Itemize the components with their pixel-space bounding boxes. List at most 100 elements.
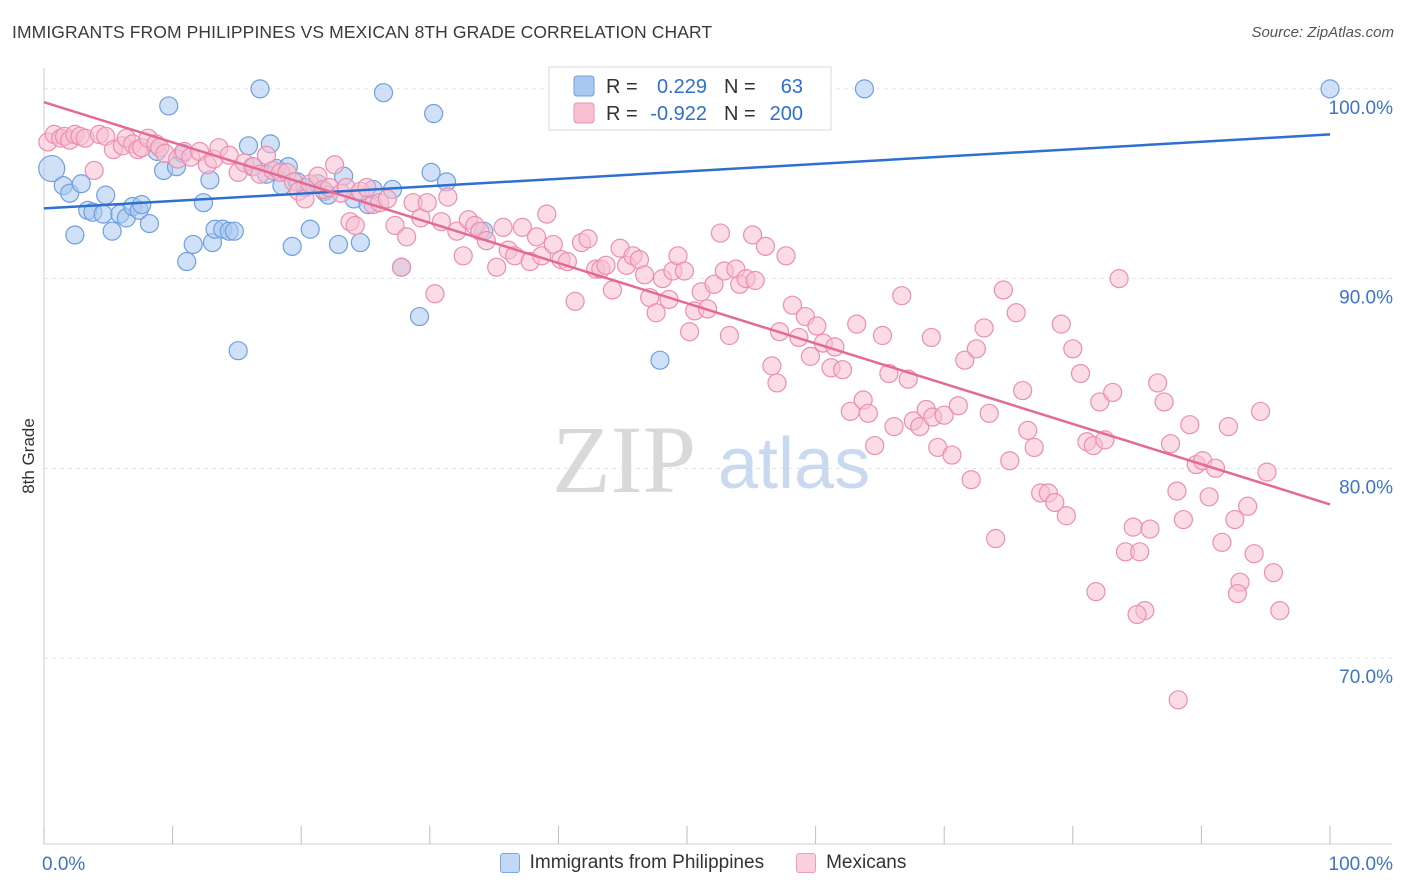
legend-r-value-philippines: 0.229 — [657, 76, 707, 98]
point-mexicans — [679, 322, 700, 342]
point-mexicans — [1045, 492, 1065, 513]
point-mexicans — [487, 257, 507, 277]
point-mexicans — [1123, 517, 1143, 537]
chart-title: IMMIGRANTS FROM PHILIPPINES VS MEXICAN 8… — [12, 22, 713, 42]
point-philippines — [96, 185, 116, 205]
x-tick-label-max: 100.0% — [1329, 854, 1394, 875]
point-mexicans — [1257, 462, 1277, 482]
point-philippines — [350, 232, 370, 253]
point-mexicans — [1212, 532, 1232, 552]
point-mexicans — [872, 325, 893, 346]
point-mexicans — [1218, 416, 1239, 437]
watermark-zip: ZIP — [552, 406, 696, 513]
legend-swatch-mexicans — [573, 102, 595, 124]
point-mexicans — [847, 314, 867, 334]
point-mexicans — [512, 217, 532, 237]
legend-n-label-philippines: N = — [724, 76, 756, 98]
point-mexicans — [345, 215, 365, 236]
point-philippines — [183, 234, 203, 255]
y-axis-title: 8th Grade — [19, 418, 38, 494]
point-mexicans — [966, 339, 986, 359]
y-tick-label: 100.0% — [1329, 98, 1394, 119]
legend-label-mexicans: Mexicans — [826, 852, 907, 873]
point-mexicans — [767, 373, 787, 393]
point-mexicans — [833, 360, 853, 380]
point-philippines — [102, 221, 122, 241]
legend-n-label-mexicans: N = — [724, 103, 756, 125]
point-philippines — [193, 193, 214, 213]
point-mexicans — [1167, 481, 1187, 501]
legend-r-label-philippines: R = — [606, 76, 638, 98]
point-mexicans — [755, 236, 776, 256]
legend-r-value-mexicans: -0.922 — [650, 103, 707, 125]
point-mexicans — [526, 227, 547, 247]
point-mexicans — [1263, 563, 1284, 583]
point-mexicans — [543, 234, 563, 255]
point-mexicans — [719, 325, 740, 346]
point-mexicans — [1250, 401, 1271, 422]
legend-item-philippines: Immigrants from Philippines — [499, 852, 765, 874]
point-mexicans — [397, 227, 417, 247]
point-philippines — [159, 96, 179, 116]
y-tick-label: 70.0% — [1339, 667, 1393, 688]
point-philippines — [1320, 79, 1340, 99]
point-mexicans — [776, 246, 796, 266]
point-mexicans — [1173, 509, 1193, 530]
point-mexicans — [934, 405, 954, 425]
point-mexicans — [377, 189, 397, 209]
point-mexicans — [910, 416, 930, 437]
point-philippines — [650, 350, 670, 370]
point-philippines — [421, 162, 441, 182]
point-mexicans — [438, 187, 458, 207]
point-mexicans — [1109, 269, 1129, 289]
point-mexicans — [955, 350, 975, 370]
legend-swatch-bottom-philippines — [499, 853, 520, 873]
point-mexicans — [782, 295, 803, 315]
point-mexicans — [417, 193, 437, 213]
point-mexicans — [986, 528, 1006, 549]
point-mexicans — [1000, 451, 1020, 471]
point-mexicans — [1154, 392, 1174, 412]
point-mexicans — [1018, 420, 1038, 440]
point-mexicans — [646, 303, 666, 323]
point-mexicans — [1160, 434, 1181, 454]
point-mexicans — [1130, 542, 1150, 562]
point-mexicans — [1070, 363, 1091, 384]
point-mexicans — [357, 177, 377, 198]
point-mexicans — [1140, 519, 1160, 539]
point-philippines — [328, 234, 349, 255]
point-mexicans — [1006, 303, 1026, 323]
point-mexicans — [745, 270, 765, 291]
point-mexicans — [674, 261, 695, 281]
point-mexicans — [602, 280, 623, 300]
watermark: ZIP atlas — [552, 406, 870, 513]
point-mexicans — [425, 284, 445, 304]
y-tick-labels: 70.0% 80.0% 90.0% 100.0% — [1329, 98, 1394, 688]
legend-r-label-mexicans: R = — [606, 103, 638, 125]
point-mexicans — [948, 396, 968, 416]
legend-item-mexicans: Mexicans — [796, 852, 906, 874]
point-mexicans — [1199, 487, 1219, 507]
trendline-philippines — [43, 133, 1331, 210]
source-label: Source: ZipAtlas.com — [1251, 24, 1394, 41]
legend-n-value-philippines: 63 — [781, 76, 803, 98]
point-mexicans — [493, 217, 513, 237]
point-mexicans — [325, 155, 345, 175]
point-mexicans — [385, 215, 405, 236]
point-philippines — [139, 213, 160, 234]
point-mexicans — [961, 470, 981, 490]
point-philippines — [71, 174, 91, 194]
legend-n-value-mexicans: 200 — [770, 103, 803, 125]
point-mexicans — [1225, 509, 1245, 530]
trend-lines — [43, 100, 1331, 506]
legend-label-philippines: Immigrants from Philippines — [529, 852, 765, 873]
point-mexicans — [84, 160, 104, 181]
point-mexicans — [979, 403, 999, 423]
point-philippines — [228, 341, 248, 361]
point-mexicans — [1063, 339, 1083, 359]
point-mexicans — [1103, 382, 1123, 403]
point-mexicans — [1244, 544, 1264, 564]
legend-swatch-philippines — [573, 75, 595, 97]
point-mexicans — [578, 229, 598, 249]
